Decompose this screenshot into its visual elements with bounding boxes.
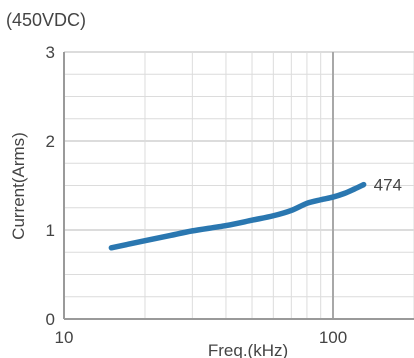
y-tick-2: 2: [46, 132, 55, 151]
series-label-474: 474: [374, 176, 402, 195]
y-tick-0: 0: [46, 310, 55, 329]
series-line-474: [108, 181, 367, 251]
x-axis-label: Freq.(kHz): [208, 341, 288, 358]
x-tick-10: 10: [55, 328, 74, 347]
series: 474: [108, 176, 402, 251]
chart-title: (450VDC): [6, 10, 86, 30]
y-tick-3: 3: [46, 43, 55, 62]
grid: [64, 51, 414, 319]
x-tick-100: 100: [319, 328, 347, 347]
y-axis-label: Current(Arms): [9, 132, 28, 240]
axes: [63, 52, 414, 320]
y-tick-1: 1: [46, 221, 55, 240]
